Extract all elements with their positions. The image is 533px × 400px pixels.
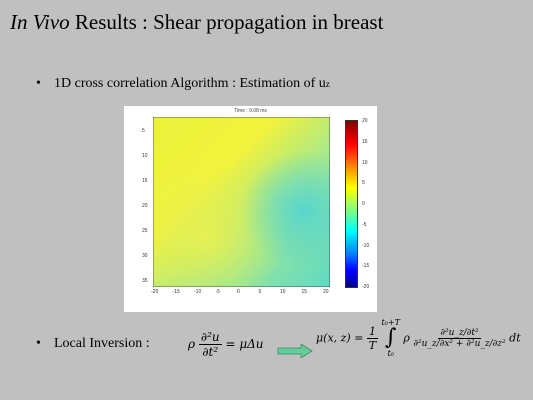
colorbar-tick-label: 20 — [362, 118, 368, 124]
inversion-numerator: ∂²u_z/∂t² — [438, 327, 481, 339]
x-tick-label: -15 — [172, 289, 180, 295]
colorbar-tick-label: -20 — [362, 284, 370, 290]
integral-sign: ∫ — [384, 325, 397, 350]
inversion-fraction: ∂²u_z/∂t² ∂²u_z/∂x² + ∂²u_z/∂z² — [413, 328, 505, 349]
y-tick-label: 10 — [142, 153, 148, 159]
T: T — [368, 338, 377, 352]
bullet2-text: Local Inversion : — [54, 336, 150, 351]
colorbar-tick-label: 15 — [362, 138, 368, 145]
y-tick-label: 20 — [142, 203, 148, 209]
y-tick-label: 25 — [142, 228, 148, 234]
integral-upper: t₀+T — [381, 318, 400, 327]
inversion-denominator: ∂²u_z/∂x² + ∂²u_z/∂z² — [413, 338, 506, 349]
mu-lhs: μ(x, z) = — [316, 331, 364, 345]
x-tick-label: 0 — [237, 289, 240, 295]
wave-equation: ρ ∂²u ∂t² = μΔu — [188, 330, 264, 359]
colorbar-tick-label: 5 — [362, 180, 365, 187]
integral-lower: t₀ — [387, 349, 394, 358]
x-tick-label: -20 — [151, 289, 159, 295]
x-tick-label: 15 — [301, 289, 308, 295]
bullet-dot: • — [36, 336, 41, 351]
x-tick-label: 10 — [280, 289, 286, 295]
colorbar-tick-label: 0 — [362, 201, 365, 207]
bullet-cross-correlation: • 1D cross correlation Algorithm : Estim… — [36, 76, 330, 92]
y-tick-label: 35 — [142, 278, 148, 284]
displacement-heatmap — [153, 117, 330, 287]
colorbar-tick-label: -5 — [362, 221, 367, 228]
y-tick-label: 15 — [142, 178, 148, 184]
frac-denominator: ∂t² — [202, 345, 219, 359]
one: 1 — [366, 324, 378, 339]
one-over-T: 1 T — [366, 324, 378, 352]
rho-symbol-2: ρ — [403, 331, 410, 345]
colorbar-tick-label: 10 — [362, 159, 368, 166]
title-rest: Results : Shear propagation in breast — [69, 10, 384, 34]
x-tick-label: -10 — [194, 289, 202, 295]
colorbar-tick-label: -15 — [362, 263, 370, 270]
x-tick-label: 5 — [258, 289, 262, 295]
bullet1-text: 1D cross correlation Algorithm : Estimat… — [54, 76, 326, 91]
plot-title: Time : 0.08 ms — [234, 108, 267, 114]
colorbar-tick-label: -10 — [362, 242, 370, 249]
title-italic: In Vivo — [10, 10, 70, 34]
arrow-icon — [277, 344, 313, 358]
y-tick-label: 30 — [142, 253, 148, 259]
x-tick-label: 20 — [323, 289, 329, 295]
bullet-local-inversion: • Local Inversion : — [36, 336, 150, 352]
dt: dt — [509, 331, 521, 345]
inversion-formula: μ(x, z) = 1 T t₀+T ∫ t₀ ρ ∂²u_z/∂t² ∂²u_… — [316, 318, 521, 358]
bullet1-subscript: z — [325, 79, 330, 89]
integral-limits: t₀+T ∫ t₀ — [381, 318, 399, 358]
x-tick-label: -5 — [215, 289, 220, 295]
y-tick-label: 5 — [142, 128, 145, 134]
bullet-dot: • — [36, 76, 41, 91]
slide-title: In Vivo Results : Shear propagation in b… — [10, 10, 383, 35]
heatmap-figure: Time : 0.08 ms 5 10 15 20 25 30 35 -20 -15 -10 -5… — [124, 106, 377, 312]
wave-rhs: = μΔu — [225, 337, 264, 351]
colorbar — [345, 120, 358, 288]
rho-symbol: ρ — [188, 337, 196, 351]
second-derivative-fraction: ∂²u ∂t² — [198, 330, 222, 359]
frac-numerator: ∂²u — [198, 330, 222, 345]
